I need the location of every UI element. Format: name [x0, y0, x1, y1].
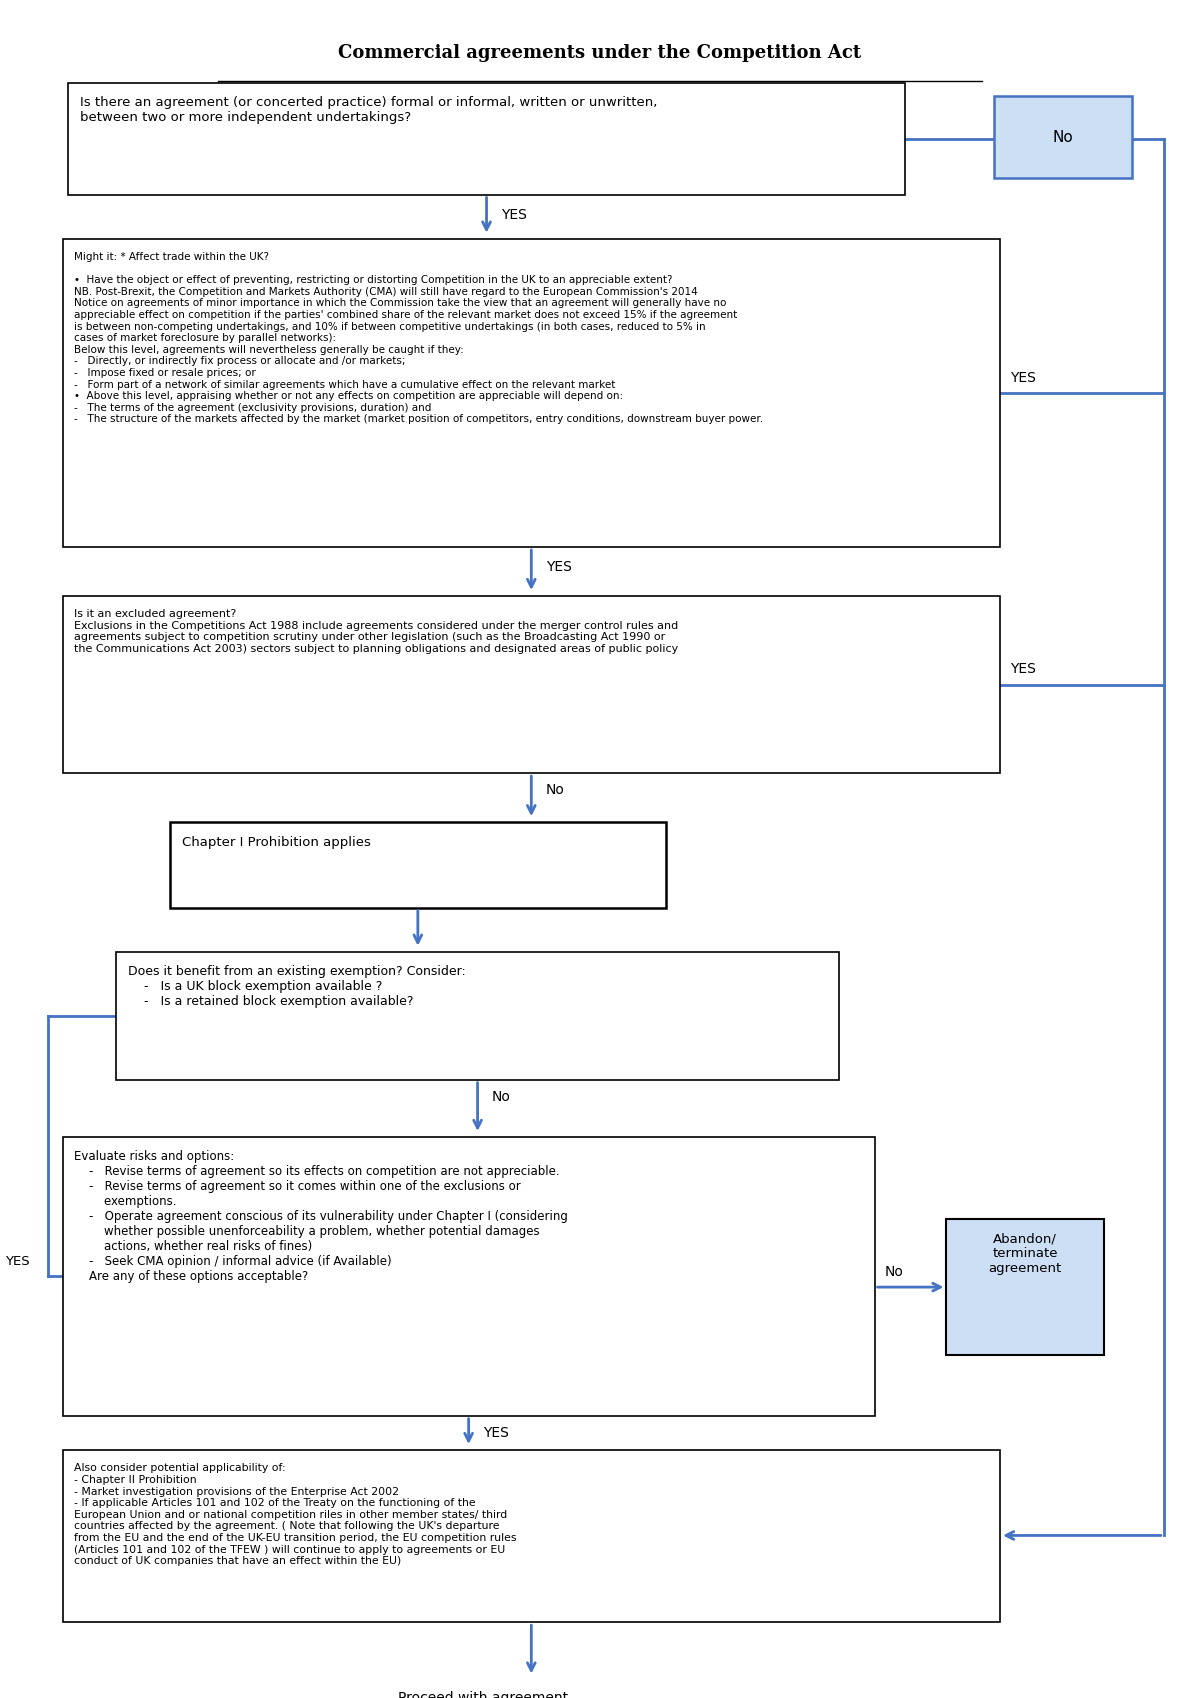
FancyBboxPatch shape [68, 83, 905, 195]
Text: No: No [884, 1265, 904, 1279]
FancyBboxPatch shape [62, 596, 1000, 773]
Text: Proceed with agreement: Proceed with agreement [398, 1691, 569, 1698]
Text: No: No [546, 783, 564, 796]
FancyBboxPatch shape [325, 1678, 642, 1698]
Text: Is it an excluded agreement?
Exclusions in the Competitions Act 1988 include agr: Is it an excluded agreement? Exclusions … [74, 610, 679, 654]
FancyBboxPatch shape [994, 97, 1132, 178]
Text: Also consider potential applicability of:
- Chapter II Prohibition
- Market inve: Also consider potential applicability of… [74, 1464, 517, 1566]
FancyBboxPatch shape [62, 1138, 875, 1416]
Text: No: No [492, 1090, 511, 1104]
FancyBboxPatch shape [170, 822, 666, 908]
Text: No: No [1052, 129, 1073, 144]
FancyBboxPatch shape [62, 1450, 1000, 1622]
Text: YES: YES [500, 207, 527, 222]
Text: Evaluate risks and options:
    -   Revise terms of agreement so its effects on : Evaluate risks and options: - Revise ter… [74, 1150, 569, 1284]
Text: Is there an agreement (or concerted practice) formal or informal, written or unw: Is there an agreement (or concerted prac… [80, 97, 658, 124]
Text: YES: YES [546, 560, 571, 574]
FancyBboxPatch shape [116, 953, 839, 1080]
Text: YES: YES [1009, 662, 1036, 676]
Text: Might it: * Affect trade within the UK?

•  Have the object or effect of prevent: Might it: * Affect trade within the UK? … [74, 251, 763, 424]
Text: YES: YES [5, 1255, 30, 1268]
Text: YES: YES [1009, 370, 1036, 385]
Text: Abandon/
terminate
agreement: Abandon/ terminate agreement [989, 1233, 1062, 1275]
Text: Commercial agreements under the Competition Act: Commercial agreements under the Competit… [338, 44, 862, 61]
Text: Does it benefit from an existing exemption? Consider:
    -   Is a UK block exem: Does it benefit from an existing exempti… [128, 964, 466, 1009]
Text: Chapter I Prohibition applies: Chapter I Prohibition applies [182, 835, 371, 849]
Text: YES: YES [482, 1426, 509, 1440]
FancyBboxPatch shape [947, 1219, 1104, 1355]
FancyBboxPatch shape [62, 239, 1000, 547]
